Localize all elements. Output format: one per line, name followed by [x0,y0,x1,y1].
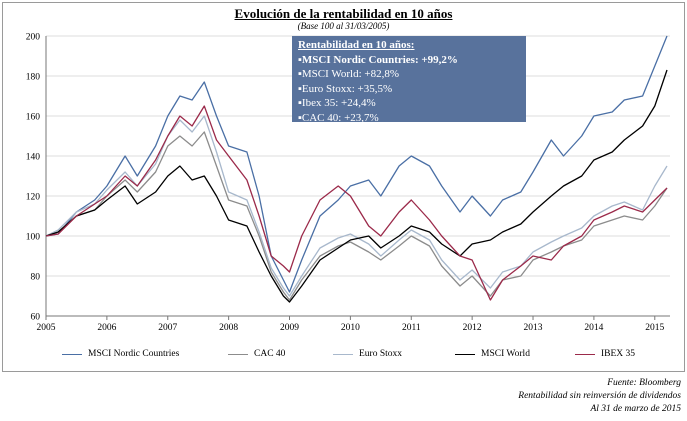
series-line-msci-nordic-countries [45,35,668,293]
x-tick-label: 2010 [341,323,360,333]
y-tick-label: 120 [26,193,41,203]
y-tick-label: 180 [26,73,41,83]
info-item: ▪MSCI World: +82,8% [298,68,399,80]
info-item: ▪Ibex 35: +24,4% [298,97,376,109]
legend-item: MSCI World [455,349,530,359]
x-tick-label: 2007 [158,323,177,333]
series-line-cac-40 [45,131,668,301]
info-item: ▪MSCI Nordic Countries: +99,2% [298,53,458,66]
legend-item: IBEX 35 [575,349,635,359]
axes: 60 80 100 120 140 160 180 200 2005 2006 2007 2008 20… [26,33,670,333]
footer: Fuente: Bloomberg Rentabilidad sin reinv… [518,377,681,416]
legend-item: Euro Stoxx [333,349,402,359]
x-tick-label: 2009 [280,323,299,333]
info-item: ▪CAC 40: +23,7% [298,111,379,124]
chart-title: Evolución de la rentabilidad en 10 años [234,6,453,21]
x-tick-label: 2005 [37,323,56,333]
x-tick-label: 2006 [97,323,116,333]
series-group [45,35,668,303]
legend-item: MSCI Nordic Countries [62,349,179,359]
series-line-euro-stoxx [45,115,668,297]
series-line-msci-world [45,69,668,303]
returns-info-box: Rentabilidad en 10 años: ▪MSCI Nordic Co… [292,36,526,124]
x-tick-label: 2013 [524,323,543,333]
x-tick-label: 2015 [645,323,664,333]
y-tick-label: 80 [31,273,41,283]
footer-source: Fuente: Bloomberg [607,378,681,388]
legend-item: CAC 40 [228,349,285,359]
y-tick-label: 100 [26,233,41,243]
footer-date: Al 31 de marzo de 2015 [590,404,681,414]
y-tick-label: 60 [31,313,41,323]
series-line-ibex-35 [45,105,668,301]
y-tick-label: 140 [26,153,41,163]
x-tick-label: 2014 [584,323,603,333]
chart-subtitle: (Base 100 al 31/03/2005) [297,21,390,31]
footer-note: Rentabilidad sin reinversión de dividend… [518,391,681,401]
x-tick-label: 2008 [219,323,238,333]
info-item: ▪Euro Stoxx: +35,5% [298,82,393,95]
info-box-heading: Rentabilidad en 10 años: [298,39,415,51]
x-tick-label: 2011 [402,323,421,333]
y-tick-label: 200 [26,33,41,43]
x-tick-label: 2012 [463,323,482,333]
y-tick-label: 160 [26,113,41,123]
legend: MSCI Nordic Countries CAC 40 Euro Stoxx … [0,349,687,363]
